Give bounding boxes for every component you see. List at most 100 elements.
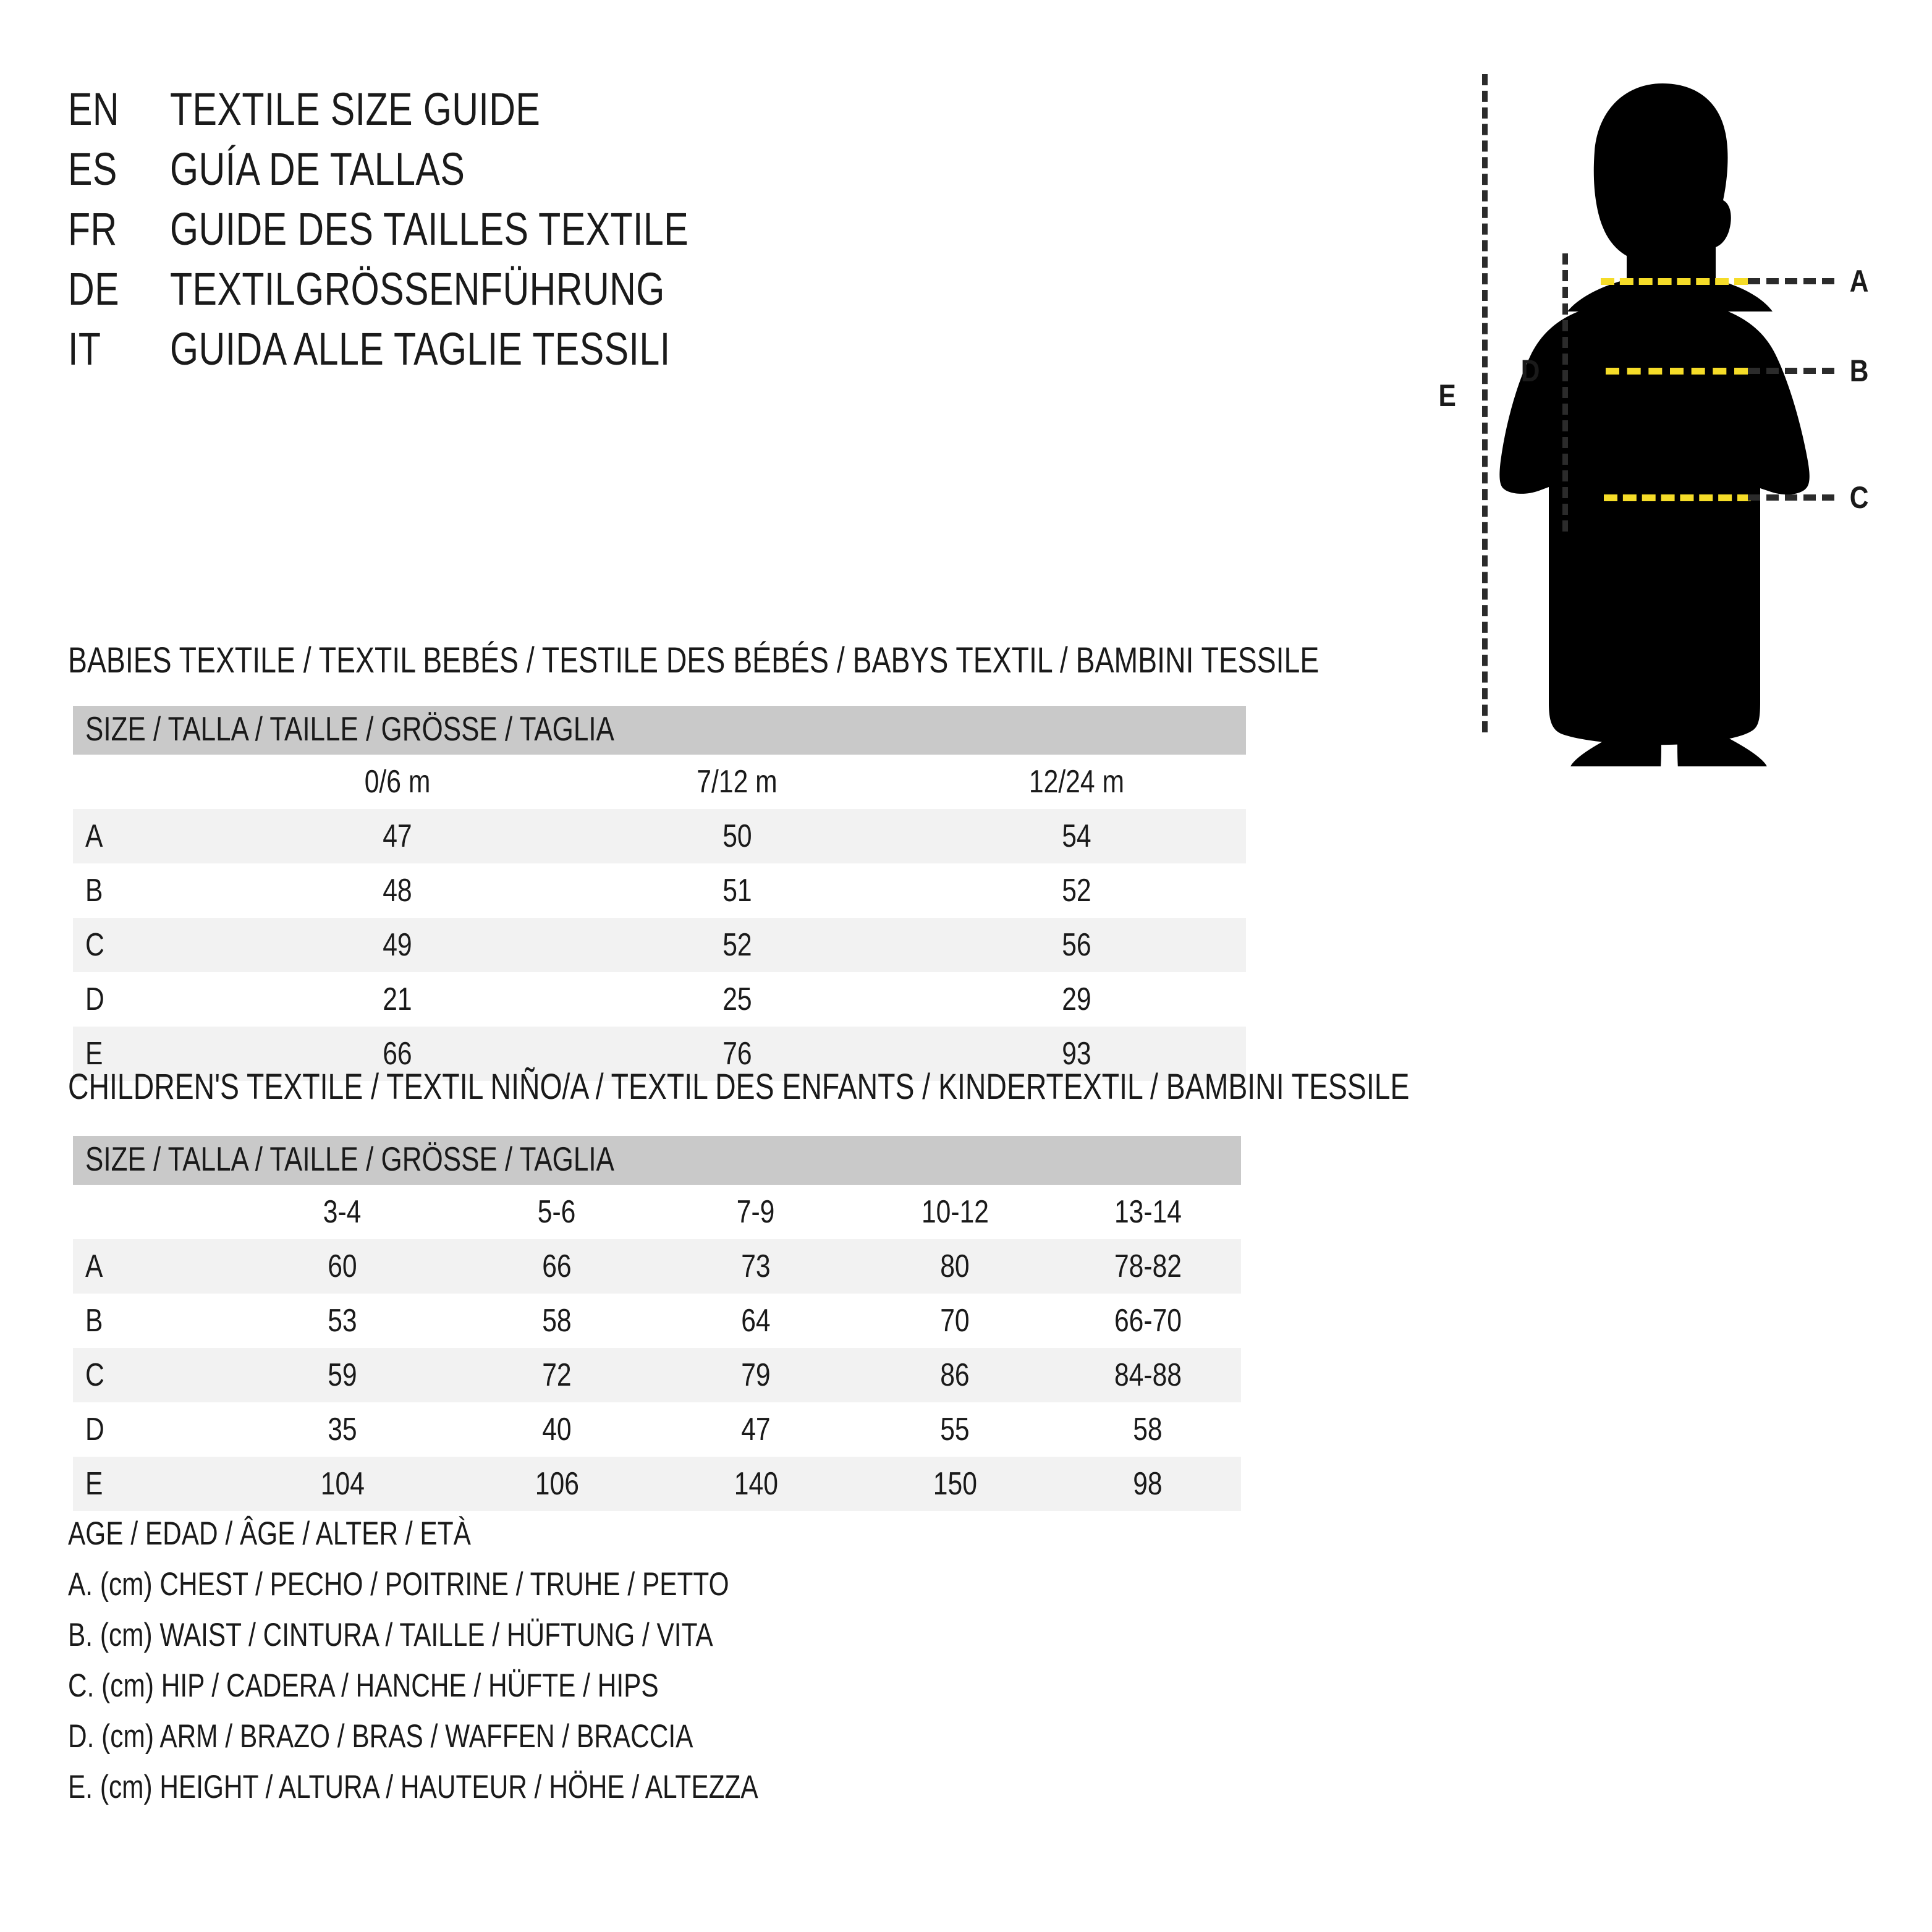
- babies-cell-c-0: 49: [227, 918, 567, 972]
- babies-size-bar-label: SIZE / TALLA / TAILLE / GRÖSSE / TAGLIA: [85, 710, 614, 748]
- language-row-en: EN TEXTILE SIZE GUIDE: [68, 87, 1119, 146]
- children-cell-d-3: 55: [940, 1412, 970, 1447]
- children-cell-b-0: 53: [328, 1303, 357, 1339]
- children-section-heading: CHILDREN'S TEXTILE / TEXTIL NIÑO/A / TEX…: [68, 1067, 1410, 1107]
- language-row-es: ES GUÍA DE TALLAS: [68, 146, 1119, 206]
- waist-measure-line: [1606, 368, 1748, 375]
- babies-cell-c-2: 56: [907, 918, 1246, 972]
- legend-item-b: B. (cm) WAIST / CINTURA / TAILLE / HÜFTU…: [68, 1617, 713, 1653]
- measurement-legend: AGE / EDAD / ÂGE / ALTER / ETÀ A. (cm) C…: [68, 1517, 1242, 1821]
- table-row: D 35 40 47 55 58: [73, 1402, 1241, 1457]
- figure-label-e: E: [1438, 378, 1456, 413]
- language-title-de: TEXTILGRÖSSENFÜHRUNG: [170, 263, 665, 315]
- babies-section-heading: BABIES TEXTILE / TEXTIL BEBÉS / TESTILE …: [68, 640, 1320, 680]
- children-cell-c-1: 72: [457, 1348, 656, 1402]
- table-row: E 66 76 93: [73, 1027, 1246, 1081]
- babies-cell-d-1: 25: [722, 981, 752, 1017]
- children-cell-d-1: 40: [542, 1412, 572, 1447]
- measurement-diagram: A B C D E: [1409, 74, 1904, 766]
- language-title-fr: GUIDE DES TAILLES TEXTILE: [170, 203, 689, 255]
- babies-column-header-row: 0/6 m 7/12 m 12/24 m: [73, 755, 1246, 809]
- babies-row-label-c: C: [73, 918, 227, 972]
- language-code-en: EN: [68, 83, 120, 135]
- children-cell-a-3: 80: [855, 1239, 1054, 1294]
- children-column-header-1: 5-6: [457, 1185, 656, 1239]
- hip-leader-line: [1748, 494, 1834, 501]
- children-cell-e-3: 150: [855, 1457, 1054, 1511]
- table-row: E 104 106 140 150 98: [73, 1457, 1242, 1511]
- children-row-label-a: A: [73, 1239, 227, 1294]
- babies-cell-b-0: 48: [383, 873, 412, 909]
- child-silhouette-icon: [1499, 83, 1810, 766]
- chest-leader-line: [1748, 278, 1834, 284]
- table-row: B 48 51 52: [73, 863, 1246, 918]
- children-size-table: SIZE / TALLA / TAILLE / GRÖSSE / TAGLIA …: [73, 1136, 1242, 1511]
- language-title-block: EN TEXTILE SIZE GUIDE ES GUÍA DE TALLAS …: [68, 87, 1119, 386]
- babies-cell-a-1: 50: [567, 809, 907, 863]
- table-row: B 53 58 64 70 66-70: [73, 1294, 1241, 1348]
- babies-cell-e-2: 93: [907, 1027, 1246, 1081]
- legend-item-c: C. (cm) HIP / CADERA / HANCHE / HÜFTE / …: [68, 1667, 659, 1704]
- children-cell-c-2: 79: [656, 1348, 855, 1402]
- children-column-header-3: 10-12: [855, 1185, 1054, 1239]
- waist-leader-line: [1748, 368, 1834, 374]
- language-row-fr: FR GUIDE DES TAILLES TEXTILE: [68, 206, 1119, 266]
- children-row-label-d: D: [85, 1412, 104, 1447]
- children-cell-e-1: 106: [457, 1457, 656, 1511]
- babies-size-table: SIZE / TALLA / TAILLE / GRÖSSE / TAGLIA …: [73, 706, 1246, 1081]
- babies-cell-d-0: 21: [383, 981, 412, 1017]
- language-code-fr: FR: [68, 203, 117, 255]
- children-row-label-b: B: [85, 1303, 103, 1339]
- language-code-it: IT: [68, 323, 101, 375]
- babies-cell-b-2: 52: [1061, 873, 1091, 909]
- language-code-es: ES: [68, 143, 117, 195]
- babies-column-header-1: 7/12 m: [567, 755, 907, 809]
- children-cell-c-4: 84-88: [1054, 1348, 1242, 1402]
- children-row-label-c: C: [73, 1348, 227, 1402]
- table-row: A 47 50 54: [73, 809, 1246, 863]
- table-row: C 49 52 56: [73, 918, 1246, 972]
- language-row-de: DE TEXTILGRÖSSENFÜHRUNG: [68, 266, 1119, 326]
- children-cell-e-2: 140: [656, 1457, 855, 1511]
- table-row: A 60 66 73 80 78-82: [73, 1239, 1242, 1294]
- babies-cell-a-2: 54: [907, 809, 1246, 863]
- figure-label-a: A: [1849, 264, 1869, 299]
- children-cell-a-4: 78-82: [1054, 1239, 1242, 1294]
- legend-title: AGE / EDAD / ÂGE / ALTER / ETÀ: [68, 1515, 471, 1552]
- children-column-header-row: 3-4 5-6 7-9 10-12 13-14: [73, 1185, 1242, 1239]
- figure-label-b: B: [1849, 354, 1869, 388]
- chest-measure-line: [1601, 278, 1748, 285]
- language-code-de: DE: [68, 263, 120, 315]
- figure-label-d: D: [1520, 354, 1540, 388]
- children-cell-c-0: 59: [227, 1348, 457, 1402]
- children-cell-e-0: 104: [227, 1457, 457, 1511]
- language-title-en: TEXTILE SIZE GUIDE: [170, 83, 541, 135]
- children-cell-b-2: 64: [741, 1303, 771, 1339]
- children-column-header-4: 13-14: [1054, 1185, 1242, 1239]
- children-cell-b-1: 58: [542, 1303, 572, 1339]
- children-cell-b-3: 70: [940, 1303, 970, 1339]
- children-size-bar: SIZE / TALLA / TAILLE / GRÖSSE / TAGLIA: [73, 1136, 1242, 1185]
- children-cell-a-1: 66: [457, 1239, 656, 1294]
- table-row: C 59 72 79 86 84-88: [73, 1348, 1242, 1402]
- height-guide-line-e: [1482, 74, 1488, 732]
- babies-column-header-2: 12/24 m: [907, 755, 1246, 809]
- babies-corner-cell: [73, 755, 227, 809]
- babies-cell-e-0: 66: [227, 1027, 567, 1081]
- language-title-it: GUIDA ALLE TAGLIE TESSILI: [170, 323, 671, 375]
- hip-measure-line: [1604, 494, 1751, 501]
- babies-column-header-0: 0/6 m: [227, 755, 567, 809]
- legend-item-d: D. (cm) ARM / BRAZO / BRAS / WAFFEN / BR…: [68, 1718, 693, 1755]
- children-cell-d-0: 35: [328, 1412, 357, 1447]
- language-row-it: IT GUIDA ALLE TAGLIE TESSILI: [68, 326, 1119, 386]
- children-corner-cell: [73, 1185, 227, 1239]
- children-column-header-0: 3-4: [227, 1185, 457, 1239]
- babies-size-bar: SIZE / TALLA / TAILLE / GRÖSSE / TAGLIA: [73, 706, 1246, 755]
- babies-cell-e-1: 76: [567, 1027, 907, 1081]
- children-cell-a-2: 73: [656, 1239, 855, 1294]
- legend-item-e: E. (cm) HEIGHT / ALTURA / HAUTEUR / HÖHE…: [68, 1769, 758, 1805]
- babies-cell-c-1: 52: [567, 918, 907, 972]
- children-cell-d-2: 47: [741, 1412, 771, 1447]
- figure-label-c: C: [1849, 480, 1869, 515]
- language-title-es: GUÍA DE TALLAS: [170, 143, 465, 195]
